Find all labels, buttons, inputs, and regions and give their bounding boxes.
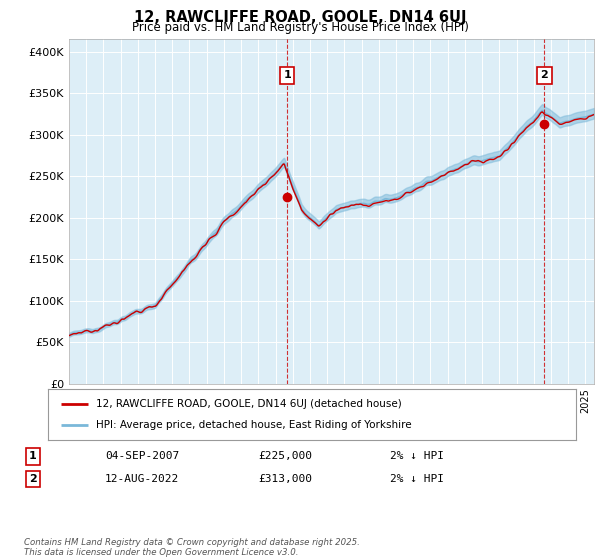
Text: 04-SEP-2007: 04-SEP-2007 [105, 451, 179, 461]
Text: £313,000: £313,000 [258, 474, 312, 484]
Text: HPI: Average price, detached house, East Riding of Yorkshire: HPI: Average price, detached house, East… [95, 421, 411, 431]
Text: Contains HM Land Registry data © Crown copyright and database right 2025.
This d: Contains HM Land Registry data © Crown c… [24, 538, 360, 557]
Text: 2% ↓ HPI: 2% ↓ HPI [390, 474, 444, 484]
Text: Price paid vs. HM Land Registry's House Price Index (HPI): Price paid vs. HM Land Registry's House … [131, 21, 469, 34]
Text: 1: 1 [283, 71, 291, 81]
Text: 2: 2 [29, 474, 37, 484]
Text: 12, RAWCLIFFE ROAD, GOOLE, DN14 6UJ: 12, RAWCLIFFE ROAD, GOOLE, DN14 6UJ [134, 10, 466, 25]
Text: £225,000: £225,000 [258, 451, 312, 461]
Text: 2: 2 [541, 71, 548, 81]
Text: 2% ↓ HPI: 2% ↓ HPI [390, 451, 444, 461]
Text: 12, RAWCLIFFE ROAD, GOOLE, DN14 6UJ (detached house): 12, RAWCLIFFE ROAD, GOOLE, DN14 6UJ (det… [95, 399, 401, 409]
Text: 1: 1 [29, 451, 37, 461]
Text: 12-AUG-2022: 12-AUG-2022 [105, 474, 179, 484]
